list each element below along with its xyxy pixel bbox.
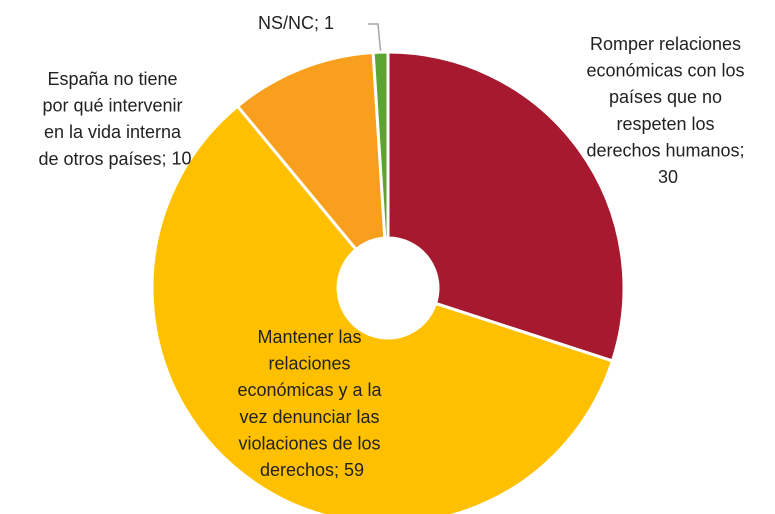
data-value-label: 1 [324,13,334,33]
leader-line [368,23,382,57]
label-line: relaciones [268,353,355,373]
label-line: en la vida interna [44,122,186,142]
label-line: económicas con los [586,60,749,80]
label-line: por qué intervenir [42,95,187,115]
slice [371,50,390,240]
label-line: NS/NC [258,13,314,33]
data-value-label: 10 [172,149,192,169]
slice [235,50,387,252]
label-separator: ; [740,140,750,160]
label-line: Mantener las [257,327,366,347]
slice [150,104,615,514]
label-line: vez denunciar las [239,407,384,427]
data-value-label: 30 [658,167,678,187]
label-separator: ; [314,13,324,33]
label-line: España no tiene [47,69,182,89]
label-line: de otros países [38,149,161,169]
label-line: económicas y a la [237,380,386,400]
label-line: Romper relaciones [590,34,746,54]
slice [386,50,626,363]
label-line: derechos [260,460,334,480]
label-line: violaciones de los [238,433,385,453]
label-separator: ; [334,460,344,480]
data-label: NS/NC [258,13,314,33]
label-line: países que no [609,87,727,107]
label-separator: ; [162,149,172,169]
data-label: Romper relaciones económicas con los paí… [586,34,749,160]
data-label: España no tiene por qué intervenir en la… [38,69,187,169]
label-line: respeten los [616,114,719,134]
data-value-label: 59 [344,460,364,480]
data-label: Mantener las relaciones económicas y a l… [237,327,386,480]
label-line: derechos humanos [586,140,739,160]
